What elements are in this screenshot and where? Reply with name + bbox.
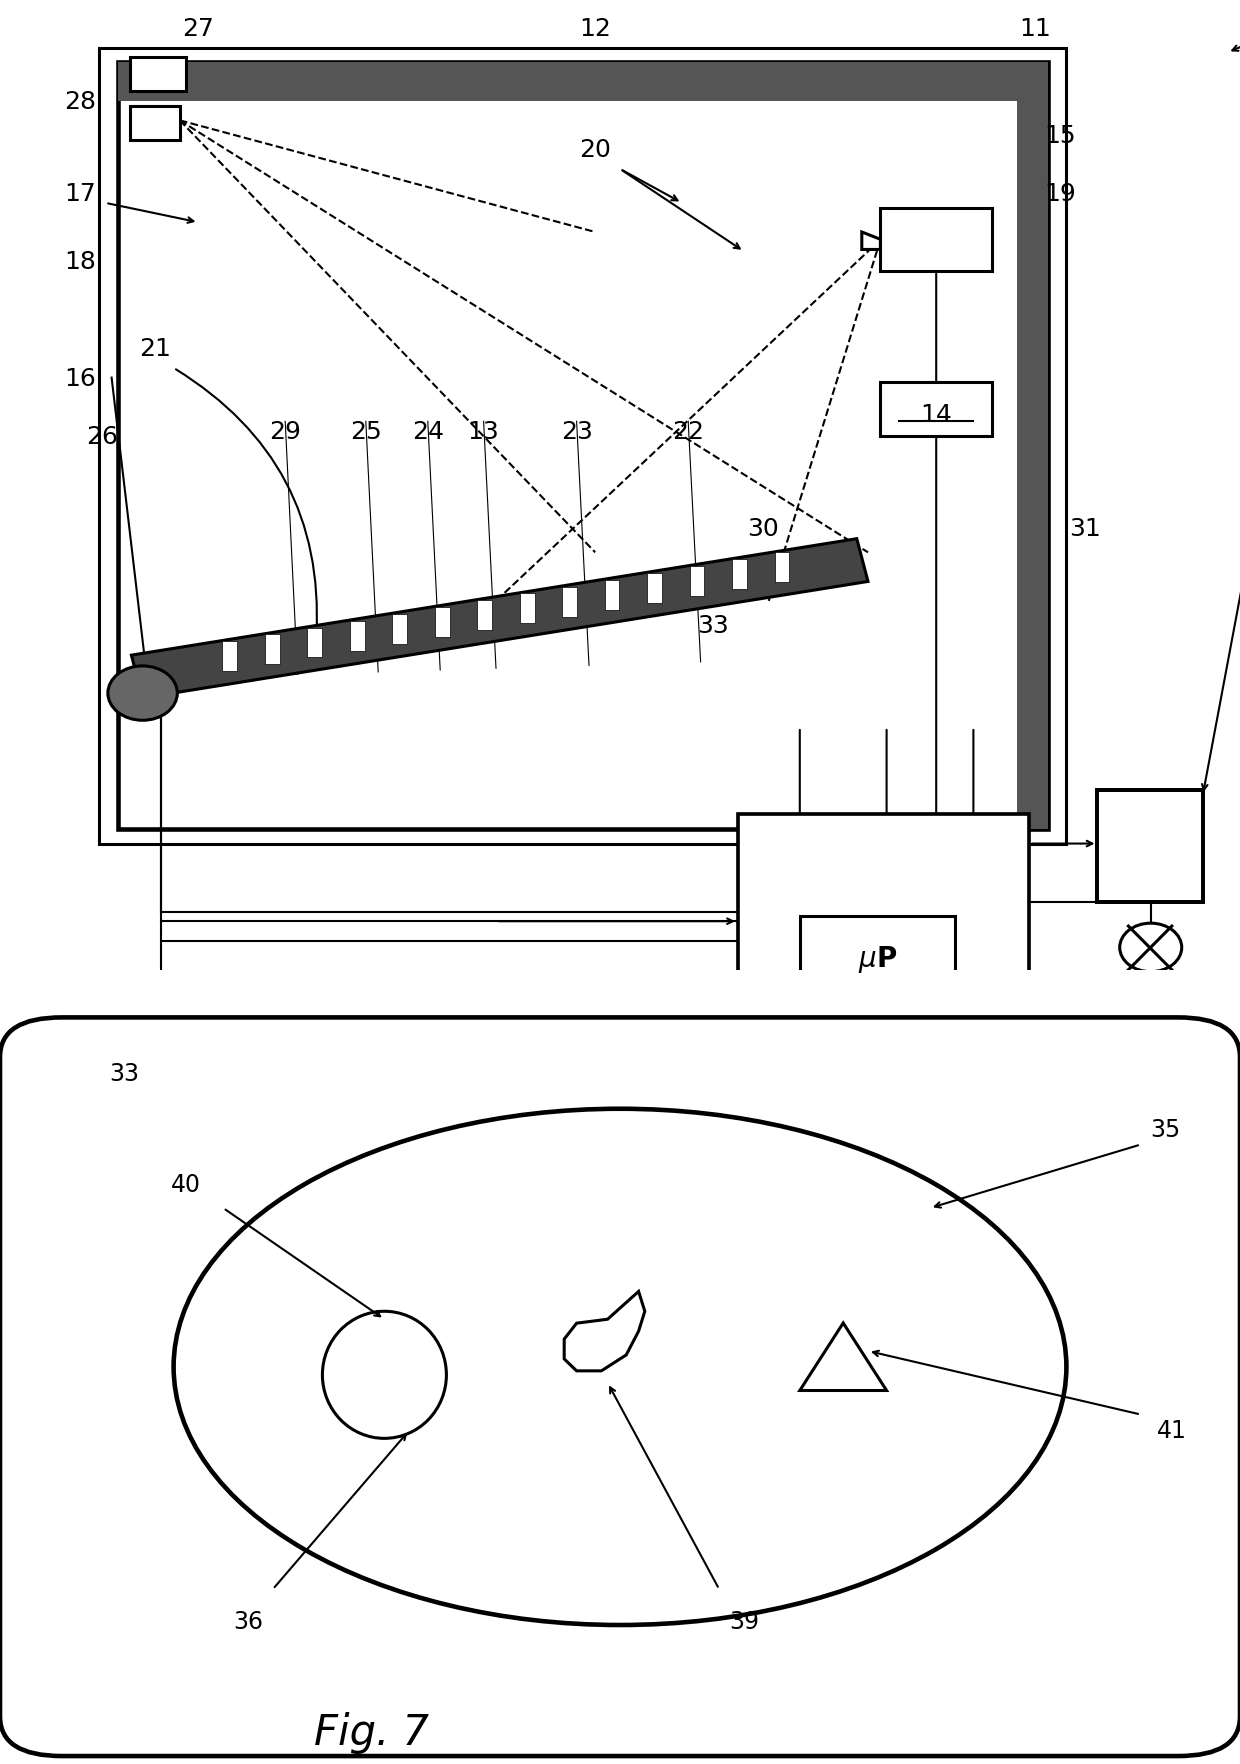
- Circle shape: [1120, 924, 1182, 972]
- Ellipse shape: [174, 1110, 1066, 1625]
- Text: 18: 18: [64, 250, 97, 273]
- Text: 41: 41: [1157, 1418, 1187, 1443]
- Text: 39: 39: [729, 1609, 759, 1633]
- Text: 17: 17: [64, 182, 97, 206]
- Text: 21: 21: [139, 337, 171, 362]
- Polygon shape: [350, 621, 365, 651]
- Bar: [130, 58, 186, 92]
- Text: 40: 40: [171, 1173, 201, 1196]
- Bar: [880, 208, 992, 272]
- Text: 24: 24: [412, 420, 444, 445]
- Bar: [880, 383, 992, 436]
- Text: 30: 30: [746, 517, 779, 542]
- Polygon shape: [605, 580, 620, 610]
- Polygon shape: [308, 628, 322, 658]
- Bar: [1097, 790, 1203, 903]
- Text: 33: 33: [697, 614, 729, 639]
- Text: 25: 25: [350, 420, 382, 445]
- Text: 23: 23: [560, 420, 593, 445]
- Text: 36: 36: [233, 1609, 263, 1633]
- Bar: [1017, 64, 1048, 829]
- Text: 13: 13: [467, 420, 500, 445]
- Bar: [118, 64, 1048, 102]
- Polygon shape: [647, 573, 662, 603]
- Polygon shape: [520, 594, 534, 624]
- Text: 20: 20: [579, 138, 611, 162]
- Text: 16: 16: [64, 367, 97, 390]
- Text: 22: 22: [672, 420, 704, 445]
- Polygon shape: [392, 614, 407, 644]
- Polygon shape: [131, 540, 868, 699]
- FancyBboxPatch shape: [99, 49, 1066, 845]
- Bar: [130, 106, 180, 141]
- Text: 26: 26: [86, 425, 118, 448]
- Polygon shape: [264, 635, 279, 665]
- Polygon shape: [689, 566, 704, 596]
- Text: 33: 33: [109, 1062, 139, 1085]
- Text: 14: 14: [920, 402, 952, 427]
- Text: Fig. 7: Fig. 7: [315, 1711, 429, 1753]
- Text: 31: 31: [1069, 517, 1101, 542]
- Text: 12: 12: [579, 18, 611, 41]
- Polygon shape: [800, 1323, 887, 1390]
- Ellipse shape: [322, 1312, 446, 1439]
- Text: $\mu$P: $\mu$P: [858, 944, 897, 974]
- Text: 11: 11: [1019, 18, 1052, 41]
- Polygon shape: [477, 602, 492, 632]
- FancyBboxPatch shape: [0, 1018, 1240, 1757]
- Bar: [738, 815, 1029, 1067]
- Text: 35: 35: [1151, 1117, 1180, 1141]
- Text: 15: 15: [1044, 123, 1076, 148]
- Bar: [800, 917, 955, 1014]
- FancyBboxPatch shape: [118, 64, 1048, 829]
- Circle shape: [108, 667, 177, 721]
- Text: 19: 19: [1044, 182, 1076, 206]
- Text: 29: 29: [269, 420, 301, 445]
- Polygon shape: [775, 554, 790, 584]
- Polygon shape: [222, 642, 237, 672]
- Polygon shape: [562, 587, 577, 617]
- Polygon shape: [732, 559, 746, 589]
- Polygon shape: [862, 233, 880, 250]
- Text: 28: 28: [64, 90, 97, 115]
- Polygon shape: [564, 1291, 645, 1371]
- Polygon shape: [435, 609, 450, 637]
- Text: Fig. 1: Fig. 1: [223, 1221, 347, 1263]
- FancyBboxPatch shape: [725, 1117, 1042, 1252]
- Text: 27: 27: [182, 18, 215, 41]
